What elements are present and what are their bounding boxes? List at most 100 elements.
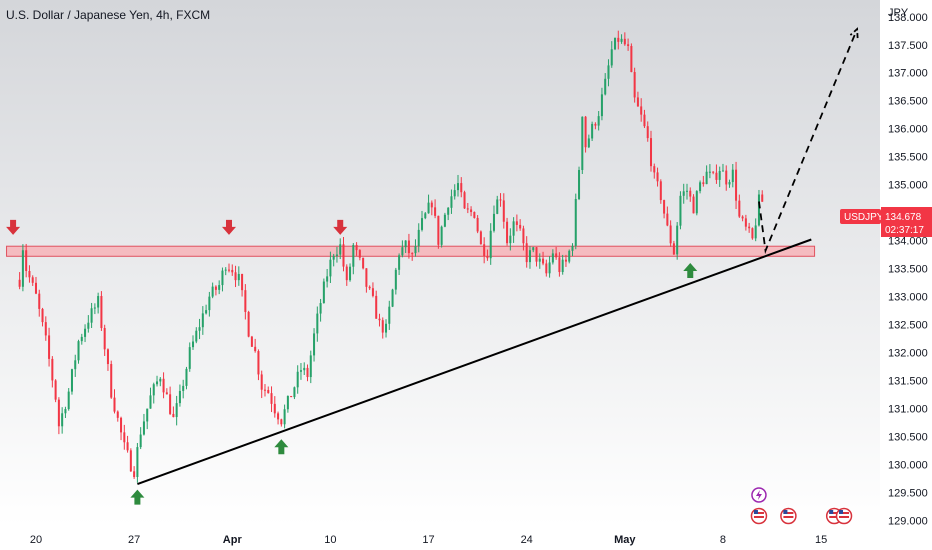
candle-body (450, 196, 453, 208)
candle-body (610, 49, 613, 66)
candle (564, 254, 567, 267)
price-axis[interactable]: 129.000 129.500 130.000 130.500 131.000 131.5… (888, 12, 928, 528)
time-axis[interactable]: 20 27 Apr 10 17 24 May 8 15 (30, 534, 827, 546)
projection-path[interactable] (758, 28, 858, 255)
candle (528, 246, 531, 269)
price-tag-value: 134.678 (885, 212, 922, 223)
candle-body (270, 393, 273, 404)
candle-body (695, 191, 698, 214)
candle-body (257, 351, 260, 375)
arrow-down-marker[interactable] (221, 219, 236, 235)
candle-body (293, 387, 296, 398)
candle-body (254, 346, 257, 352)
candle (535, 247, 538, 267)
candle (260, 370, 263, 399)
candle (620, 34, 623, 44)
candle-body (663, 200, 666, 214)
arrow-up-marker[interactable] (683, 263, 698, 278)
candle-body (34, 282, 37, 294)
candle-body (574, 199, 577, 246)
candle-body (414, 246, 417, 254)
candle (506, 217, 509, 246)
price-tag-countdown: 02:37:17 (885, 225, 924, 236)
candle (542, 251, 545, 266)
candle (28, 265, 31, 283)
candle (110, 360, 113, 399)
candle-body (656, 172, 659, 182)
candle-body (303, 367, 306, 371)
candle-body (70, 369, 73, 392)
candle (208, 291, 211, 317)
candle-body (591, 123, 594, 139)
candle (349, 263, 352, 282)
last-price-tag[interactable]: USDJPY 134.678 02:37:17 (840, 207, 932, 237)
us-flag-event-icon[interactable] (780, 507, 797, 525)
economic-event-bolt-icon[interactable] (751, 487, 767, 503)
candle-body (587, 138, 590, 148)
candle-body (646, 126, 649, 139)
candle (437, 215, 440, 249)
candle (607, 59, 610, 87)
candle-body (152, 384, 155, 396)
candle-body (385, 323, 388, 333)
candle (365, 268, 368, 293)
candle (614, 37, 617, 51)
candle (175, 395, 178, 426)
candle (581, 116, 584, 175)
flag-stripe (783, 516, 794, 518)
candle-body (191, 341, 195, 348)
candle (126, 435, 129, 453)
candle (522, 225, 525, 251)
flag-stripe (839, 516, 850, 518)
arrow-up-marker[interactable] (130, 489, 145, 505)
resistance-zone[interactable] (6, 245, 816, 257)
candle-body (100, 296, 103, 329)
candle (159, 377, 162, 387)
candle (470, 206, 473, 217)
candle (133, 466, 136, 479)
candle-body (335, 254, 338, 256)
candle-body (548, 262, 551, 274)
candle-body (195, 330, 198, 342)
candle (345, 264, 348, 286)
projection-arrowhead (849, 27, 859, 39)
candle (106, 348, 109, 371)
us-flag-event-icon[interactable] (835, 507, 853, 525)
candle-body (371, 288, 374, 296)
candle-body (672, 243, 675, 255)
candle-body (21, 250, 24, 287)
candle-body (169, 394, 172, 414)
candle-body (227, 269, 231, 271)
candle-body (31, 277, 34, 283)
candle-body (205, 310, 208, 314)
candle (67, 388, 70, 411)
price-tick-label: 135.000 (888, 180, 928, 192)
candle (584, 115, 587, 153)
candle-body (640, 106, 643, 115)
us-flag-event-icon[interactable] (750, 507, 768, 525)
support-trendline[interactable] (137, 238, 812, 485)
price-tick-label: 137.000 (888, 68, 928, 80)
candle (545, 259, 548, 277)
candle-body (555, 253, 558, 258)
candle (227, 263, 231, 273)
candle-body (74, 360, 77, 370)
price-tick-label: 130.500 (888, 431, 928, 443)
candle (188, 342, 191, 372)
candle (273, 396, 276, 418)
candle (744, 214, 747, 231)
candle (299, 363, 302, 380)
candle (532, 246, 535, 253)
candle-body (106, 349, 109, 365)
arrow-up-marker[interactable] (274, 439, 289, 455)
flag-canton (829, 510, 834, 514)
candle-body (208, 296, 211, 311)
candle-body (561, 259, 564, 273)
arrow-down-marker[interactable] (6, 219, 21, 235)
candle (424, 211, 427, 220)
candle (277, 411, 280, 425)
arrow-down-marker[interactable] (333, 219, 348, 235)
candle-body (744, 218, 747, 227)
candle (450, 189, 453, 214)
